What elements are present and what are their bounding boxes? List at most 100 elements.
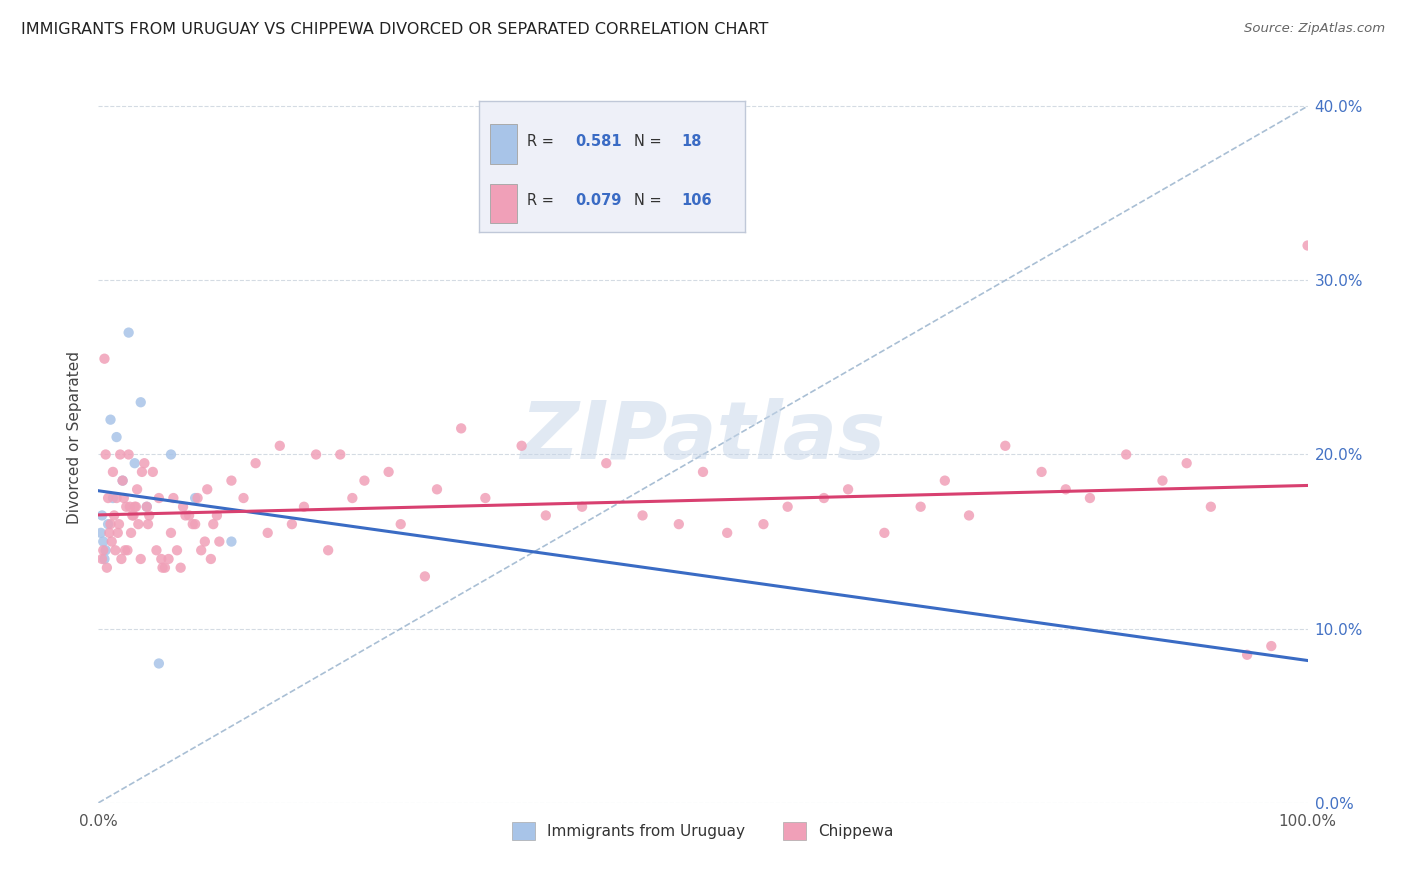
Point [752,517,775,532]
Point [148,657,170,671]
Point [174,508,197,523]
Point [776,500,799,514]
Point [269,439,291,453]
Point [97,517,120,532]
Point [256,525,278,540]
Point [121,508,143,523]
Point [108,517,131,532]
Point [117,543,139,558]
Point [124,500,146,514]
Legend: Immigrants from Uruguay, Chippewa: Immigrants from Uruguay, Chippewa [506,815,900,847]
Point [413,569,436,583]
Point [94,448,117,462]
Text: Source: ZipAtlas.com: Source: ZipAtlas.com [1244,22,1385,36]
Point [187,491,209,505]
Point [205,508,228,523]
Point [910,500,932,514]
Point [595,456,617,470]
Point [1296,238,1319,252]
Point [232,491,254,505]
Point [153,560,176,574]
Point [668,517,690,532]
Point [103,508,125,523]
Point [90,525,112,540]
Point [934,474,956,488]
Point [1236,648,1258,662]
Point [101,465,124,479]
Point [97,491,120,505]
Point [145,543,167,558]
Point [172,500,194,514]
Point [91,552,114,566]
Point [184,491,207,505]
Point [426,483,449,497]
Point [957,508,980,523]
Point [122,508,145,523]
Y-axis label: Divorced or Separated: Divorced or Separated [67,351,83,524]
Point [134,456,156,470]
Point [245,456,267,470]
Point [181,517,204,532]
Point [305,448,328,462]
Point [120,525,142,540]
Point [221,474,243,488]
Point [510,439,533,453]
Point [118,448,141,462]
Point [135,500,157,514]
Point [837,483,859,497]
Point [152,560,174,574]
Point [194,534,217,549]
Point [631,508,654,523]
Point [1115,448,1137,462]
Point [94,543,117,558]
Point [353,474,375,488]
Point [534,508,557,523]
Point [873,525,896,540]
Point [104,543,127,558]
Point [118,326,141,340]
Point [179,508,201,523]
Point [100,517,122,532]
Point [1199,500,1222,514]
Point [716,525,738,540]
Point [148,491,170,505]
Point [110,552,132,566]
Point [221,534,243,549]
Point [101,491,124,505]
Point [129,552,152,566]
Point [169,560,191,574]
Point [124,456,146,470]
Point [190,543,212,558]
Point [162,491,184,505]
Point [112,491,135,505]
Point [1031,465,1053,479]
Point [107,525,129,540]
Point [91,508,114,523]
Point [91,534,114,549]
Point [377,465,399,479]
Point [114,543,136,558]
Text: IMMIGRANTS FROM URUGUAY VS CHIPPEWA DIVORCED OR SEPARATED CORRELATION CHART: IMMIGRANTS FROM URUGUAY VS CHIPPEWA DIVO… [21,22,769,37]
Text: ZIPatlas: ZIPatlas [520,398,886,476]
Point [202,517,225,532]
Point [1078,491,1101,505]
Point [692,465,714,479]
Point [160,448,183,462]
Point [111,474,134,488]
Point [1152,474,1174,488]
Point [105,430,128,444]
Point [127,483,149,497]
Point [1054,483,1077,497]
Point [195,483,218,497]
Point [1260,639,1282,653]
Point [994,439,1017,453]
Point [100,412,122,426]
Point [184,517,207,532]
Point [292,500,315,514]
Point [93,351,115,366]
Point [813,491,835,505]
Point [108,448,131,462]
Point [142,465,165,479]
Point [329,448,352,462]
Point [138,508,160,523]
